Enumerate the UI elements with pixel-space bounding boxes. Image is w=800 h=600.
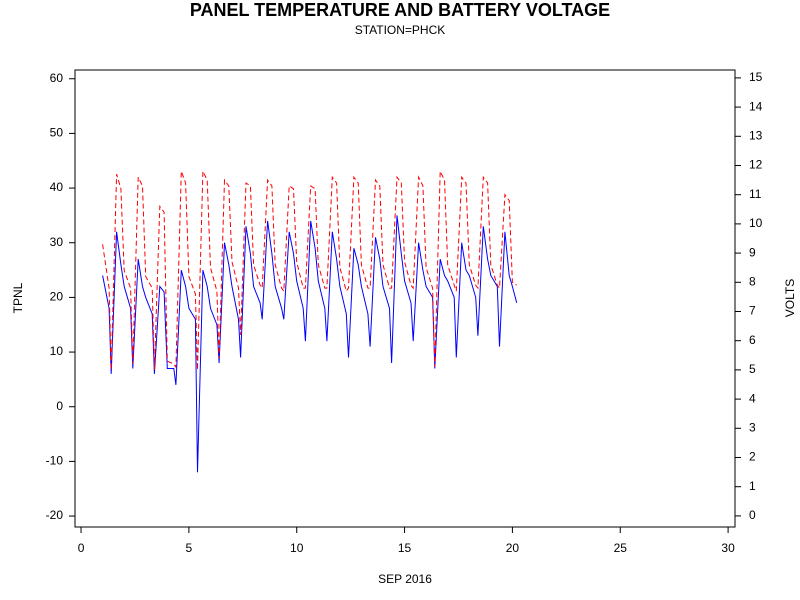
- x-tick-label: 15: [398, 541, 412, 555]
- x-tick-label: 0: [78, 541, 85, 555]
- y2-axis-label: VOLTS: [783, 279, 797, 317]
- y-tick-label: 40: [50, 180, 64, 194]
- chart-subtitle: STATION=PHCK: [355, 23, 446, 37]
- x-axis-label: SEP 2016: [378, 572, 432, 586]
- y2-tick-label: 10: [749, 216, 763, 230]
- plot-frame: [74, 69, 736, 528]
- y2-tick-label: 15: [749, 70, 763, 84]
- y-tick-label: 10: [50, 344, 64, 358]
- series-line: [102, 215, 518, 473]
- y2-tick-label: 6: [749, 333, 756, 347]
- y2-tick-label: 4: [749, 391, 756, 405]
- y2-tick-label: 5: [749, 362, 756, 376]
- y-tick-label: 50: [50, 126, 64, 140]
- y2-tick-label: 3: [749, 420, 756, 434]
- y2-tick-label: 11: [749, 187, 762, 201]
- y2-tick-label: 12: [749, 158, 763, 172]
- y-tick-label: 0: [56, 399, 63, 413]
- x-tick-label: 30: [721, 541, 735, 555]
- y2-tick-label: 14: [749, 99, 763, 113]
- x-tick-label: 20: [506, 541, 520, 555]
- y2-tick-label: 9: [749, 245, 756, 259]
- y2-tick-label: 1: [749, 479, 756, 493]
- chart-title: PANEL TEMPERATURE AND BATTERY VOLTAGE: [190, 0, 610, 20]
- series-line: [102, 171, 517, 370]
- y2-tick-label: 2: [749, 450, 756, 464]
- y2-tick-label: 13: [749, 128, 763, 142]
- y2-tick-label: 0: [749, 508, 756, 522]
- y-tick-label: 60: [50, 71, 64, 85]
- y-tick-label: -10: [46, 454, 64, 468]
- y2-tick-label: 8: [749, 274, 756, 288]
- x-tick-label: 10: [290, 541, 304, 555]
- y-axis-label: TPNL: [11, 282, 25, 313]
- x-tick-label: 25: [614, 541, 628, 555]
- y-tick-label: 30: [50, 235, 64, 249]
- y-tick-label: 20: [50, 290, 64, 304]
- x-tick-label: 5: [186, 541, 193, 555]
- y2-tick-label: 7: [749, 304, 756, 318]
- y-tick-label: -20: [46, 508, 64, 522]
